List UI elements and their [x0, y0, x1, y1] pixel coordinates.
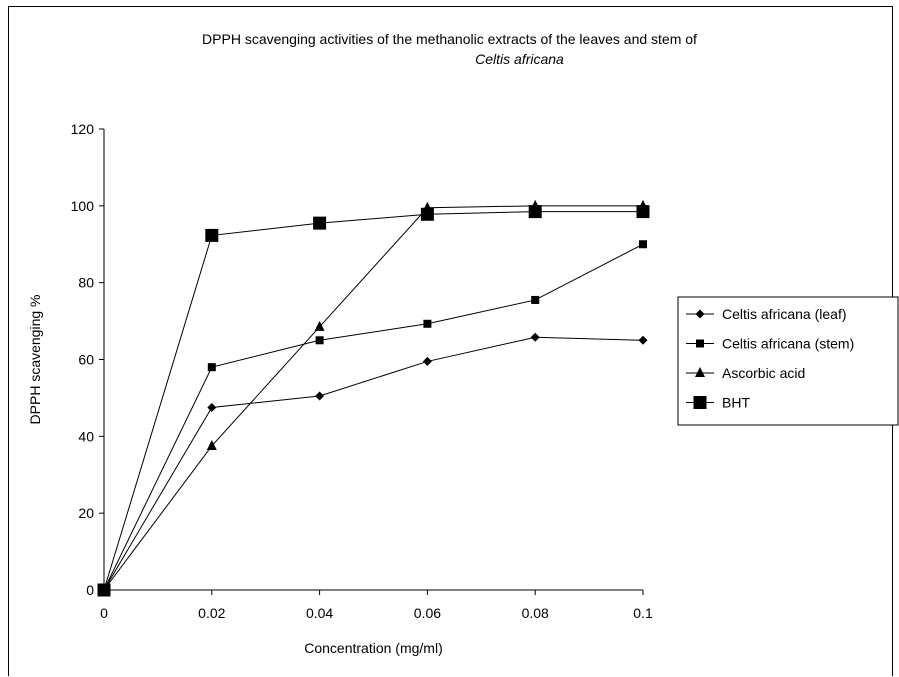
y-tick-label: 100 — [71, 198, 95, 214]
legend-item: Celtis africana (stem) — [686, 336, 854, 352]
legend-item: Ascorbic acid — [686, 365, 805, 381]
data-point — [315, 336, 324, 345]
y-tick-label: 60 — [78, 352, 94, 368]
series-1 — [100, 240, 647, 594]
legend-marker — [696, 339, 704, 348]
data-point — [531, 295, 540, 304]
axes: 0 20 40 60 80 100 120 0 0.02 0.04 0.06 0.08 0.1 Conce… — [27, 121, 653, 656]
y-tick-label: 20 — [78, 505, 94, 521]
x-tick-label: 0 — [100, 605, 108, 621]
legend-box — [677, 296, 899, 426]
series-layer — [97, 199, 650, 597]
data-point — [313, 216, 327, 230]
data-point — [528, 205, 542, 219]
x-tick-label: 0.02 — [198, 605, 225, 621]
x-tick-label: 0.04 — [306, 605, 333, 621]
x-tick-label: 0.08 — [522, 605, 549, 621]
legend-marker — [693, 396, 707, 409]
legend-label: Ascorbic acid — [722, 365, 805, 381]
y-tick-label: 0 — [86, 582, 94, 598]
data-point — [97, 583, 111, 597]
data-point — [530, 332, 540, 342]
x-tick-label: 0.06 — [414, 605, 441, 621]
legend-marker — [695, 367, 705, 377]
y-tick-label: 120 — [71, 121, 95, 137]
data-point — [638, 335, 648, 345]
series-line — [103, 211, 643, 591]
chart-title-line2: Celtis africana — [475, 51, 564, 67]
legend-item: BHT — [686, 395, 750, 411]
legend-label: BHT — [722, 395, 750, 411]
data-point — [315, 391, 325, 401]
chart-title-line1: DPPH scavenging activities of the methan… — [202, 31, 697, 47]
series-3 — [97, 205, 650, 597]
series-line — [103, 243, 644, 591]
data-point — [639, 240, 647, 249]
data-point — [636, 205, 650, 219]
data-point — [205, 228, 219, 242]
y-tick-label: 40 — [78, 428, 94, 444]
data-point — [207, 363, 216, 372]
data-point — [420, 207, 434, 221]
series-0 — [99, 332, 648, 595]
x-axis-title: Concentration (mg/ml) — [304, 640, 443, 656]
series-line — [103, 336, 644, 591]
legend-label: Celtis africana (stem) — [722, 336, 854, 352]
data-point — [206, 439, 217, 450]
series-2 — [99, 199, 648, 594]
data-point — [422, 356, 432, 366]
legend-item: Celtis africana (leaf) — [686, 306, 847, 322]
y-tick-label: 80 — [78, 275, 94, 291]
series-line — [103, 205, 643, 591]
legend-marker — [695, 309, 705, 319]
y-axis-title: DPPH scavenging % — [27, 295, 43, 425]
legend: Celtis africana (leaf) Celtis africana (s… — [677, 296, 899, 426]
legend-label: Celtis africana (leaf) — [722, 306, 847, 322]
data-point — [423, 319, 432, 328]
x-tick-label: 0.1 — [633, 605, 653, 621]
data-point — [314, 320, 325, 331]
data-point — [207, 403, 217, 413]
